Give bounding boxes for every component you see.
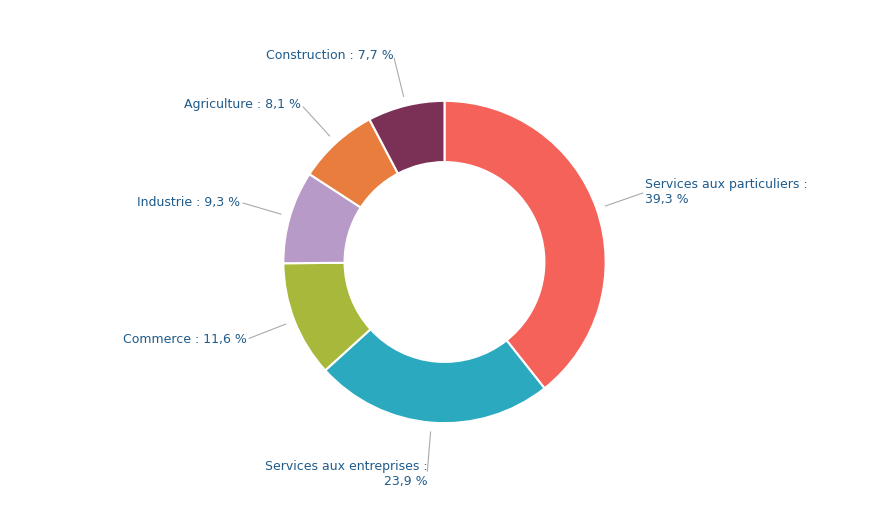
Wedge shape bbox=[284, 174, 361, 263]
Wedge shape bbox=[309, 119, 398, 208]
Wedge shape bbox=[444, 101, 605, 388]
Text: Agriculture : 8,1 %: Agriculture : 8,1 % bbox=[184, 99, 301, 111]
Text: Construction : 7,7 %: Construction : 7,7 % bbox=[266, 49, 394, 62]
Wedge shape bbox=[284, 263, 371, 370]
Text: Services aux entreprises :
23,9 %: Services aux entreprises : 23,9 % bbox=[265, 460, 427, 488]
Text: Commerce : 11,6 %: Commerce : 11,6 % bbox=[123, 333, 246, 346]
Wedge shape bbox=[325, 329, 545, 423]
Text: Industrie : 9,3 %: Industrie : 9,3 % bbox=[137, 196, 240, 209]
Wedge shape bbox=[370, 101, 444, 173]
Text: Services aux particuliers :
39,3 %: Services aux particuliers : 39,3 % bbox=[645, 178, 808, 206]
